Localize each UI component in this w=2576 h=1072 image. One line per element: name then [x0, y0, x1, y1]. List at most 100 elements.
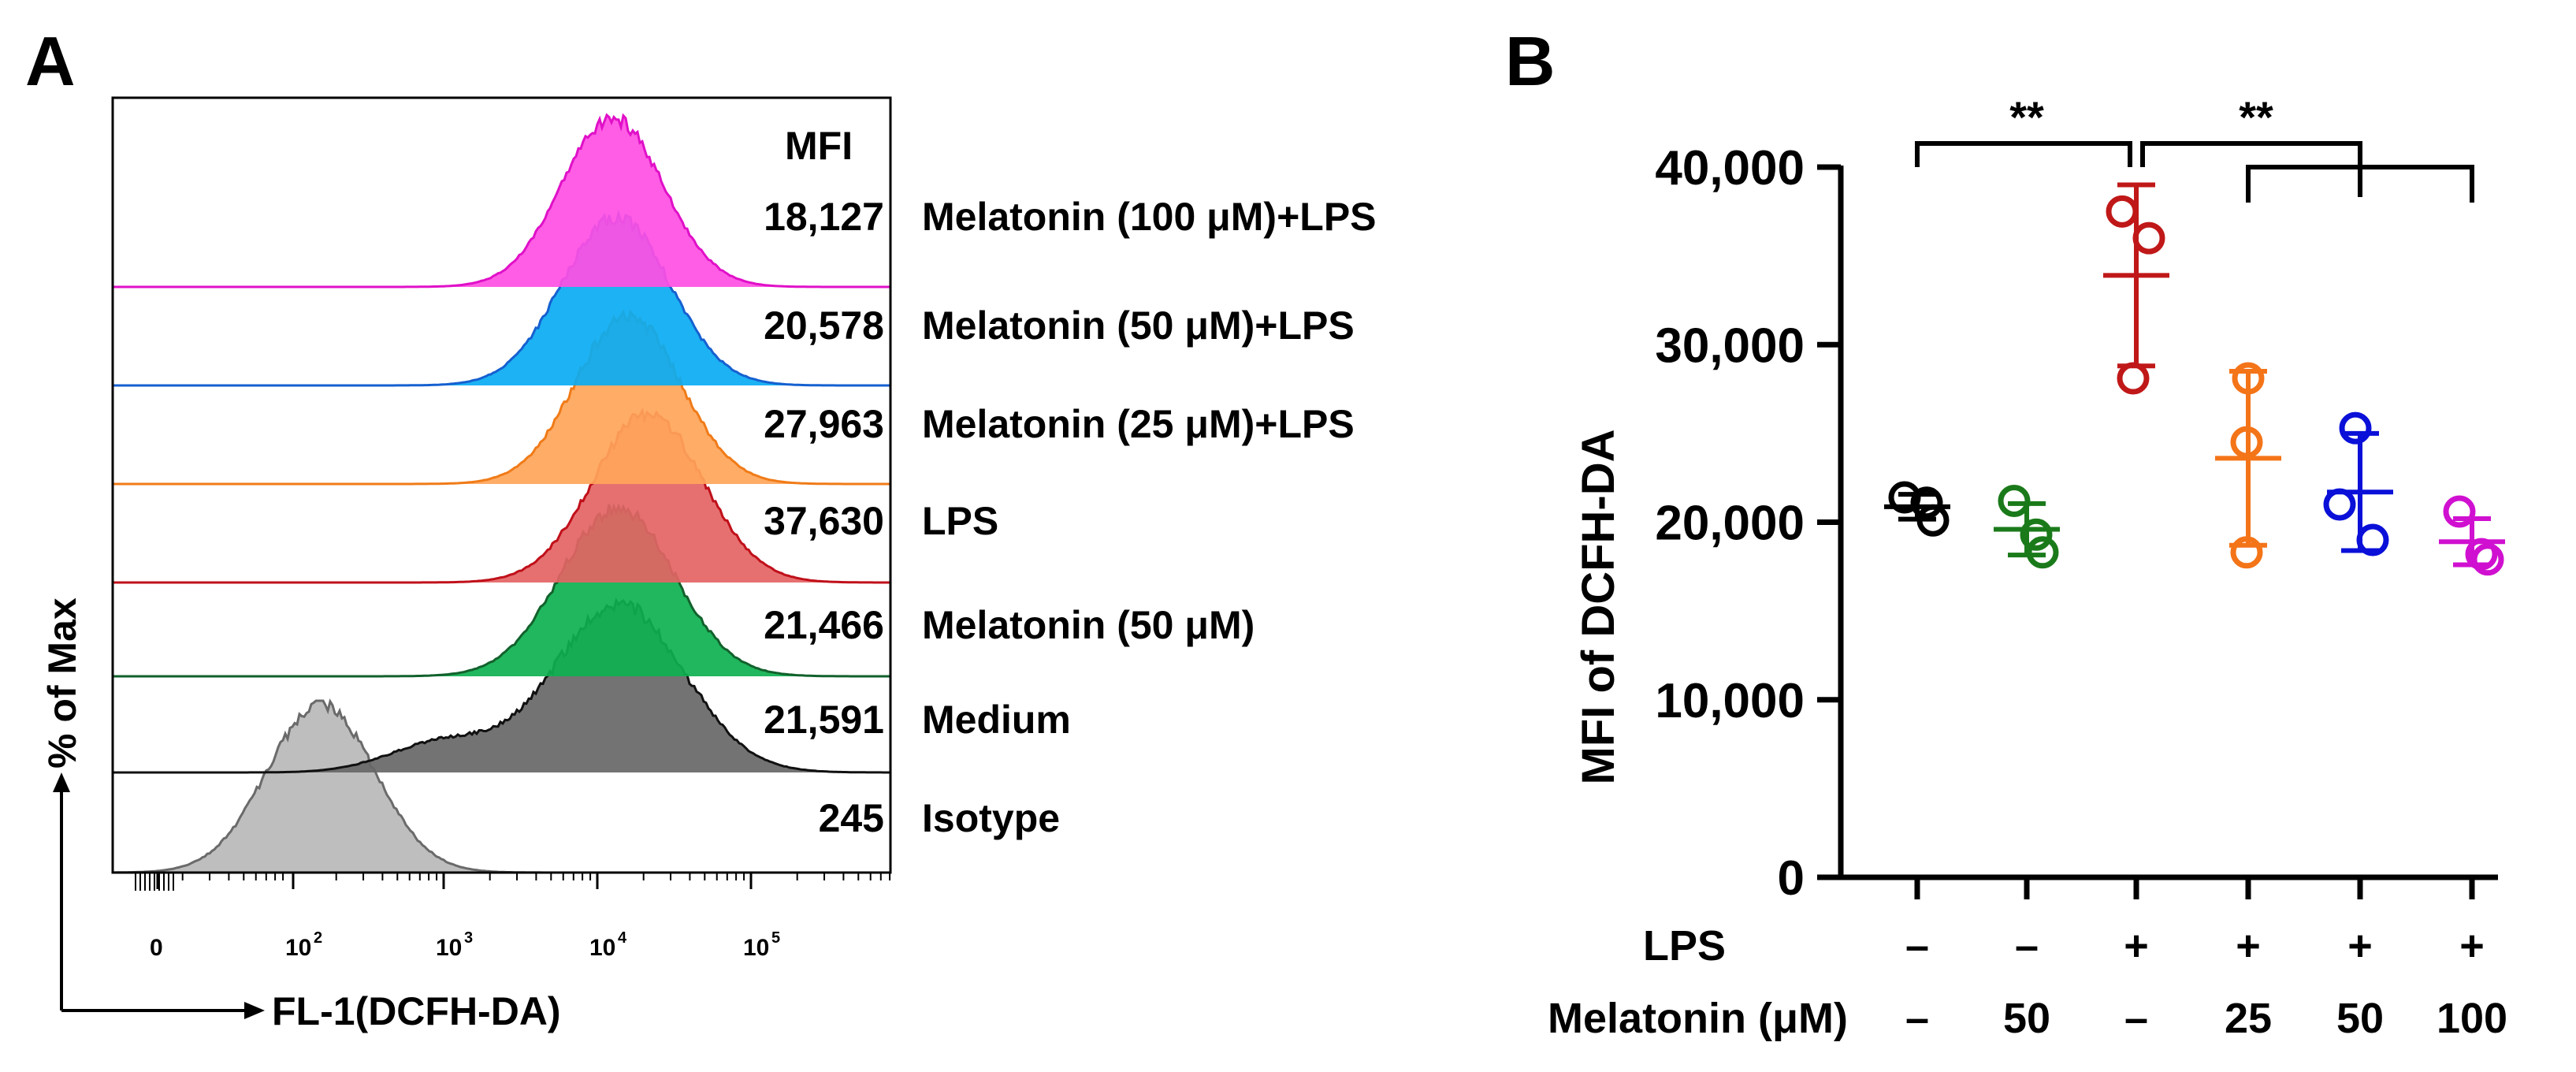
condition-value: –	[1905, 922, 1929, 970]
mfi-value: 18,127	[764, 195, 884, 239]
condition-value: –	[2124, 995, 2148, 1042]
data-point	[2471, 543, 2504, 576]
histogram-outline	[113, 309, 890, 486]
mfi-value: 20,578	[764, 303, 884, 348]
mfi-value: 21,591	[764, 698, 884, 742]
histogram-y-label: % of Max	[40, 597, 84, 769]
x-tick-exponent: 5	[771, 929, 780, 947]
scatter-axes: 0 10,000 20,000 30,000 40,000	[1655, 141, 2498, 906]
scatter-group	[2323, 411, 2393, 556]
sig-bracket	[1915, 141, 2132, 167]
condition-value: +	[2124, 922, 2149, 970]
histogram-series	[113, 113, 890, 288]
x-tick-label: 10	[436, 935, 462, 961]
histogram-fill	[113, 312, 890, 484]
histogram-outline	[113, 113, 890, 288]
y-axis-arrowhead	[53, 772, 70, 792]
histogram-panel: 0 10 2 10 3 10 4 10 5 MFI 18,127 Melatonin (100 μ…	[40, 96, 1377, 1033]
y-tick-label: 30,000	[1655, 318, 1805, 373]
data-point	[2339, 411, 2372, 445]
histogram-series	[113, 209, 890, 387]
histogram-series	[113, 309, 890, 486]
data-point	[2443, 495, 2476, 528]
panel-label-a: A	[25, 22, 76, 100]
y-tick-label: 10,000	[1655, 674, 1805, 728]
x-tick-label: 10	[743, 935, 769, 961]
data-point	[2230, 536, 2263, 569]
condition-value: 100	[2437, 995, 2507, 1042]
sig-label: **	[2009, 92, 2044, 142]
scatter-group	[2439, 495, 2505, 576]
data-point	[2465, 538, 2498, 571]
mfi-value: 245	[819, 796, 884, 840]
histogram-fill	[113, 601, 890, 772]
histogram-series	[113, 503, 890, 678]
x-tick-exponent: 4	[618, 929, 627, 947]
condition-row-label: Melatonin (μM)	[1548, 995, 1848, 1042]
histogram-fill	[113, 701, 890, 873]
sample-label: Isotype	[922, 796, 1060, 840]
significance-brackets: ** **	[1915, 92, 2474, 203]
mfi-value: 27,963	[764, 402, 884, 446]
sample-label: Melatonin (25 μM)+LPS	[922, 402, 1355, 446]
y-tick-label: 20,000	[1655, 497, 1805, 551]
data-point	[2323, 488, 2356, 521]
data-point	[1916, 504, 1950, 537]
condition-value: +	[2236, 922, 2261, 970]
x-tick-label: 10	[589, 935, 615, 961]
data-point	[2026, 536, 2059, 569]
sample-label: Melatonin (50 μM)+LPS	[922, 303, 1355, 348]
y-tick-label: 40,000	[1655, 141, 1805, 195]
data-point	[2020, 518, 2053, 551]
histogram-labels: 18,127 Melatonin (100 μM)+LPS 20,578 Melato…	[764, 195, 1376, 840]
histogram-outline	[113, 209, 890, 387]
scatter-panel: 0 10,000 20,000 30,000 40,000 ** ** LPS – – + + + +…	[1548, 92, 2507, 1042]
scatter-group	[2215, 362, 2281, 569]
data-point	[1910, 486, 1943, 519]
data-point	[2106, 195, 2139, 228]
x-tick-label: 10	[285, 935, 311, 961]
histogram-x-label: FL-1(DCFH-DA)	[272, 989, 561, 1033]
condition-value: 25	[2225, 995, 2272, 1042]
scatter-group	[1994, 484, 2060, 569]
condition-value: –	[1905, 995, 1929, 1042]
scatter-group	[1884, 481, 1950, 537]
data-point	[2117, 362, 2150, 395]
x-tick-label: 0	[150, 935, 163, 961]
data-point	[1998, 484, 2031, 517]
histogram-fill	[113, 504, 890, 676]
condition-value: +	[2347, 922, 2373, 970]
sample-label: Melatonin (100 μM)+LPS	[922, 195, 1377, 239]
x-tick-exponent: 3	[464, 929, 473, 947]
condition-row-label: LPS	[1643, 922, 1726, 970]
data-point	[1888, 481, 1921, 514]
sample-label: Medium	[922, 698, 1071, 742]
data-point	[2132, 221, 2165, 255]
histogram-x-ticks: 0 10 2 10 3 10 4 10 5	[113, 871, 891, 961]
y-tick-label: 0	[1778, 851, 1805, 906]
histogram-outline	[113, 503, 890, 678]
condition-value: 50	[2336, 995, 2384, 1042]
condition-value: 50	[2003, 995, 2050, 1042]
mfi-header: MFI	[785, 124, 853, 168]
data-point	[2232, 362, 2265, 395]
scatter-group	[2103, 182, 2169, 395]
sig-label: **	[2239, 92, 2273, 142]
scatter-groups	[1884, 182, 2505, 576]
mfi-value: 37,630	[764, 499, 884, 543]
histogram-outline	[113, 597, 890, 774]
histogram-fill	[113, 214, 890, 385]
scatter-y-label: MFI of DCFH-DA	[1573, 429, 1624, 784]
panel-label-b: B	[1505, 22, 1556, 100]
histogram-fill	[113, 411, 890, 583]
condition-value: +	[2459, 922, 2485, 970]
x-tick-exponent: 2	[314, 929, 322, 947]
condition-value: –	[2015, 922, 2039, 970]
histogram-rows	[113, 113, 890, 874]
sample-label: Melatonin (50 μM)	[922, 603, 1255, 647]
condition-table: LPS – – + + + + Melatonin (μM) – 50 – 25 50 100	[1548, 922, 2507, 1042]
data-point	[2230, 426, 2263, 459]
x-axis-arrowhead	[244, 1002, 265, 1019]
histogram-series	[113, 407, 890, 584]
